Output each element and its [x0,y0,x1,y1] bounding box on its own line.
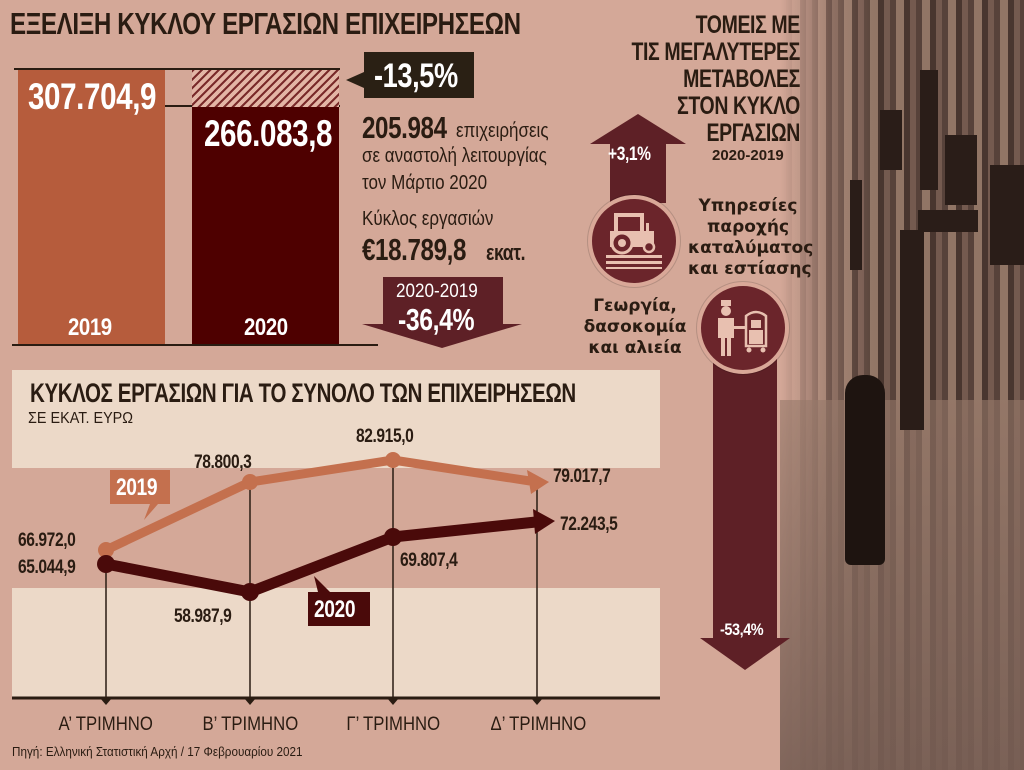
shop-sign [918,210,978,232]
sectors-title-line: ΣΤΟΝ ΚΥΚΛΟ [677,92,800,120]
label-2019-q2: 78.800,3 [194,452,252,473]
agriculture-badge [588,195,680,287]
increase-arrow-body [610,143,666,203]
decline-hatch [192,70,339,107]
shop-sign [920,70,938,190]
sectors-title: ΤΟΜΕΙΣ ΜΕ ΤΙΣ ΜΕΓΑΛΥΤΕΡΕΣ ΜΕΤΑΒΟΛΕΣ ΣΤΟΝ… [584,11,801,147]
accommodation-label-line: Υπηρεσίες [698,196,798,216]
shop-sign [945,135,977,205]
bar-2020-value: 266.083,8 [204,113,333,154]
agriculture-label-line: και αλιεία [588,338,682,358]
shop-pillar [900,230,924,430]
label-2019-q4: 79.017,7 [553,466,611,487]
suspended-line2: σε αναστολή λειτουργίας [362,145,547,167]
line-chart-subtitle: ΣΕ ΕΚΑΤ. ΕΥΡΩ [28,410,134,427]
accommodation-label-line: καταλύματος [688,238,814,258]
bellhop-icon [718,300,768,356]
accommodation-arrow-head [700,638,790,670]
top-reference-line [14,68,340,70]
bar-2019-year: 2019 [68,314,112,341]
quarter-label-q4: Δ’ ΤΡΙΜΗΝΟ [490,714,587,735]
quarter-label-q2: Β’ ΤΡΙΜΗΝΟ [202,714,299,735]
turnover-value: €18.789,8 [362,232,467,267]
sectors-period: 2020-2019 [712,147,784,164]
bar-2019 [18,70,165,344]
change-value: -13,5% [374,57,458,95]
label-2019-q3: 82.915,0 [356,426,414,447]
bar-2020-year: 2020 [244,314,288,341]
accommodation-change: -53,4% [720,620,764,639]
shop-sign [850,180,862,270]
callout-pointer [346,72,364,88]
label-2020-q1: 65.044,9 [18,557,76,578]
suspended-line1-rest: επιχειρήσεις [456,120,549,142]
turnover-label: Κύκλος εργασιών [362,208,494,230]
accommodation-arrow-body [713,340,777,640]
decline-arrow-head [362,324,522,348]
decline-value: -36,4% [398,302,475,337]
shop-sign [990,165,1024,265]
suspended-line3: τον Μάρτιο 2020 [362,172,488,194]
sectors-title-line: ΕΡΓΑΣΙΩΝ [706,119,801,147]
label-2019-q1: 66.972,0 [18,530,76,551]
agriculture-change: +3,1% [608,144,651,165]
line-chart-plot [12,452,660,705]
bar-2019-value: 307.704,9 [28,76,157,117]
agriculture-label-line: Γεωργία, [593,296,677,316]
sectors-title-line: ΤΟΜΕΙΣ ΜΕ [695,11,801,39]
main-title: ΕΞΕΛΙΞΗ ΚΥΚΛΟΥ ΕΡΓΑΣΙΩΝ ΕΠΙΧΕΙΡΗΣΕΩΝ [10,6,521,41]
source-note: Πηγή: Ελληνική Στατιστική Αρχή / 17 Φεβρ… [12,744,303,759]
quarter-label-q1: Α’ ΤΡΙΜΗΝΟ [58,714,153,735]
decline-arrow-body [383,277,503,325]
turnover-unit: εκατ. [486,240,526,265]
baseline [12,344,378,346]
quarter-label-q3: Γ’ ΤΡΙΜΗΝΟ [346,714,441,735]
label-2020-q4: 72.243,5 [560,514,618,535]
label-2020-q3: 69.807,4 [400,550,458,571]
accommodation-label: Υπηρεσίες παροχής καταλύματος και εστίασ… [688,196,814,280]
label-2020-q2: 58.987,9 [174,606,232,627]
accommodation-label-line: παροχής [706,217,790,237]
bar-2020 [192,107,339,344]
legend-2019: 2019 [116,474,158,501]
agriculture-label: Γεωργία, δασοκομία και αλιεία [580,296,690,359]
legend-2020: 2020 [314,596,356,623]
increase-arrow-head [590,114,686,144]
pedestrian-silhouette [845,375,885,565]
agriculture-label-line: δασοκομία [583,317,687,337]
street-photo-pavement [780,400,1024,770]
tractor-icon [606,213,662,269]
shop-sign [880,110,902,170]
accommodation-badge [697,282,789,374]
sectors-title-line: ΤΙΣ ΜΕΓΑΛΥΤΕΡΕΣ [631,38,801,66]
change-callout: -13,5% [364,52,474,98]
suspended-line1: 205.984 [362,110,471,146]
accommodation-label-line: και εστίασης [688,259,812,279]
decline-period: 2020-2019 [396,281,478,302]
suspended-count: 205.984 [362,110,447,145]
sectors-title-line: ΜΕΤΑΒΟΛΕΣ [683,65,800,93]
line-chart-title: ΚΥΚΛΟΣ ΕΡΓΑΣΙΩΝ ΓΙΑ ΤΟ ΣΥΝΟΛΟ ΤΩΝ ΕΠΙΧΕΙ… [30,378,576,408]
